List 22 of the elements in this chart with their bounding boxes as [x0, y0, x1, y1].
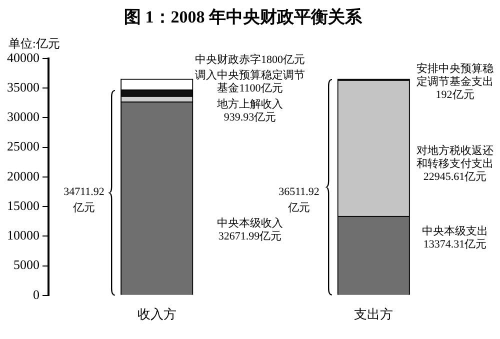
y-tick-label: 40000 — [7, 50, 40, 65]
annotation: 地方上解收入939.93亿元 — [216, 97, 283, 124]
annotation: 安排中央预算稳定调节基金支出192亿元 — [416, 62, 494, 101]
y-tick-label: 25000 — [7, 138, 40, 154]
y-axis-title: 单位:亿元 — [8, 36, 60, 51]
y-tick-label: 5000 — [14, 257, 40, 272]
annotation: 中央本级收入32671.99亿元 — [217, 216, 283, 242]
y-tick-label: 20000 — [7, 168, 40, 184]
x-tick-label: 收入方 — [137, 306, 176, 322]
annotation: 中央本级支出13374.31亿元 — [422, 224, 488, 250]
annotation: 调入中央预算稳定调节基金1100亿元 — [195, 68, 305, 94]
y-tick-label: 35000 — [7, 79, 40, 94]
chart-title: 图 1：2008 年中央财政平衡关系 — [124, 8, 363, 27]
annotation: 对地方税收返还和转移支付支出22945.61亿元 — [416, 144, 494, 183]
y-tick-label: 0 — [33, 286, 40, 302]
annotation: 34711.92亿元 — [64, 186, 104, 214]
x-tick-label: 支出方 — [354, 306, 394, 322]
y-tick-label: 30000 — [7, 109, 40, 124]
annotation: 中央财政赤字1800亿元 — [195, 52, 305, 66]
y-tick-label: 15000 — [7, 198, 40, 213]
y-tick-label: 10000 — [7, 228, 40, 243]
annotation: 36511.92亿元 — [278, 186, 320, 214]
